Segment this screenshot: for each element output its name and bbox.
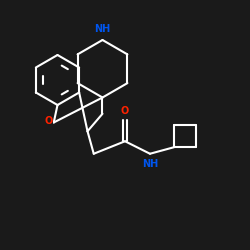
Text: NH: NH xyxy=(94,24,110,34)
Text: O: O xyxy=(121,106,129,116)
Text: O: O xyxy=(44,116,52,126)
Text: NH: NH xyxy=(142,159,158,169)
